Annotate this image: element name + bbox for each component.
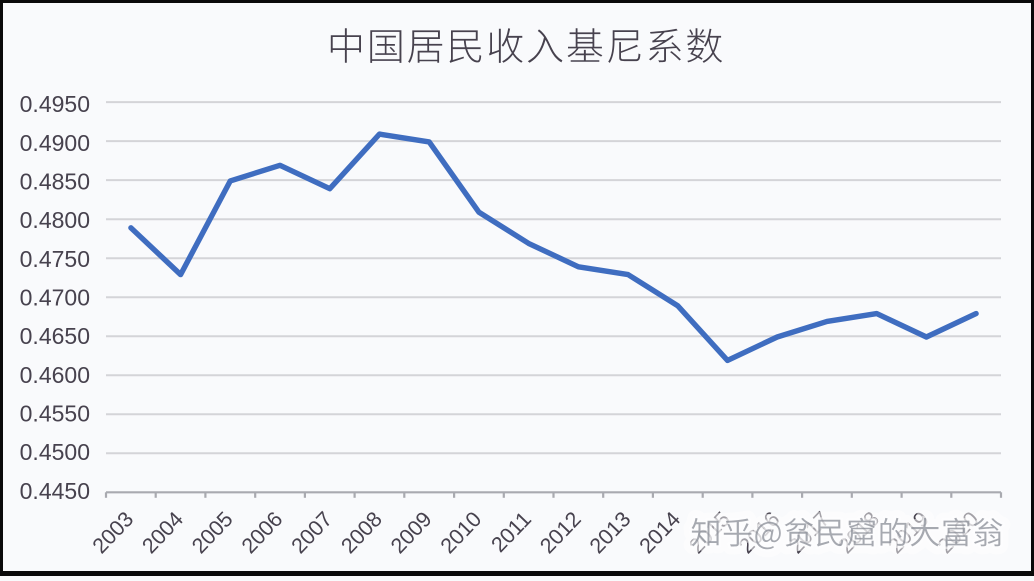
svg-text:0.4500: 0.4500: [20, 439, 90, 465]
svg-text:0.4750: 0.4750: [20, 246, 90, 272]
svg-text:0.4950: 0.4950: [20, 91, 90, 117]
svg-text:0.4450: 0.4450: [20, 478, 90, 504]
svg-text:0.4650: 0.4650: [20, 323, 90, 349]
svg-text:0.4800: 0.4800: [20, 207, 90, 233]
svg-text:0.4850: 0.4850: [20, 169, 90, 195]
svg-text:0.4600: 0.4600: [20, 362, 90, 388]
svg-text:0.4550: 0.4550: [20, 401, 90, 427]
svg-text:0.4900: 0.4900: [20, 130, 90, 156]
svg-text:0.4700: 0.4700: [20, 285, 90, 311]
